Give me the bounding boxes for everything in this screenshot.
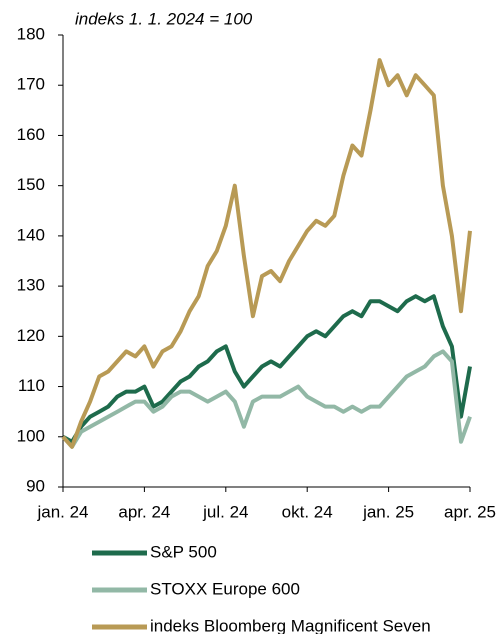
y-tick-label: 90 xyxy=(26,476,45,495)
x-tick-label: jan. 24 xyxy=(36,502,88,521)
y-tick-label: 120 xyxy=(17,326,45,345)
y-tick-label: 150 xyxy=(17,175,45,194)
y-tick-label: 130 xyxy=(17,276,45,295)
legend-label: S&P 500 xyxy=(150,542,217,561)
y-tick-label: 110 xyxy=(18,376,45,395)
y-tick-label: 100 xyxy=(17,426,45,445)
series-line xyxy=(61,58,472,449)
legend-label: STOXX Europe 600 xyxy=(150,579,300,598)
x-tick-label: jan. 25 xyxy=(362,502,414,521)
y-tick-label: 180 xyxy=(17,24,45,43)
x-tick-label: okt. 24 xyxy=(282,502,333,521)
x-tick-label: apr. 24 xyxy=(118,502,170,521)
y-tick-label: 160 xyxy=(17,125,45,144)
y-tick-label: 140 xyxy=(17,225,45,244)
series-line xyxy=(61,349,472,449)
x-tick-label: jul. 24 xyxy=(202,502,248,521)
legend-label: indeks Bloomberg Magnificent Seven xyxy=(150,616,431,634)
series-line xyxy=(62,294,472,444)
x-tick-label: apr. 25 xyxy=(444,502,496,521)
y-tick-label: 170 xyxy=(17,75,45,94)
chart-subtitle: indeks 1. 1. 2024 = 100 xyxy=(75,9,253,28)
